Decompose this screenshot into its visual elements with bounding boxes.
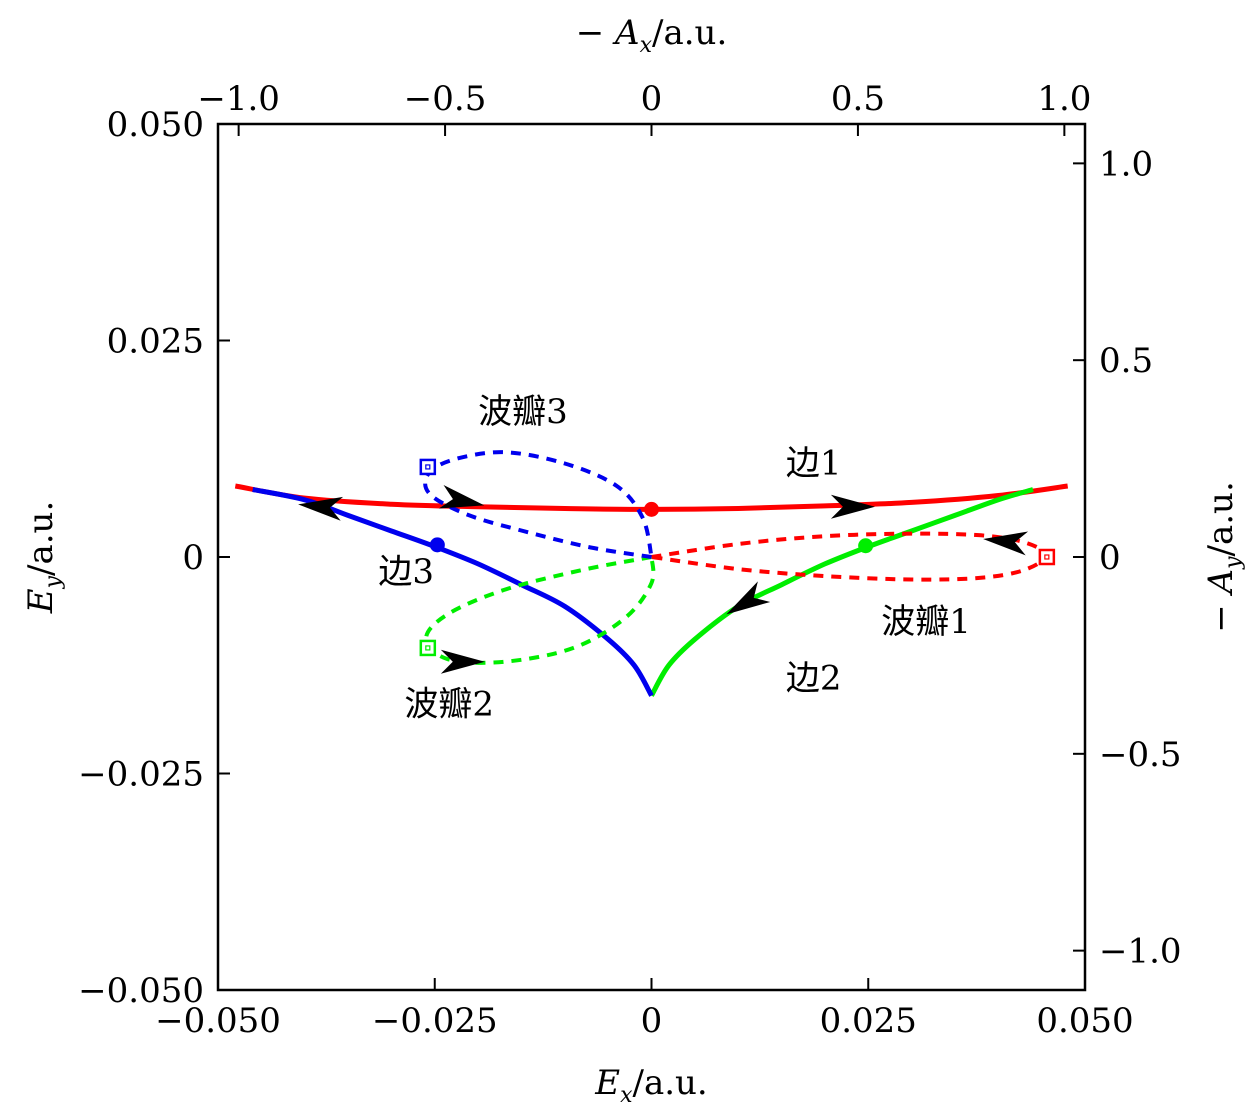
- bottom-tick-label: −0.050: [155, 1001, 281, 1041]
- top-tick-label: 1.0: [1037, 79, 1091, 119]
- series-3-line: [252, 487, 654, 697]
- series-6-start-marker: [419, 458, 437, 476]
- right-tick-label: −0.5: [1099, 735, 1182, 775]
- direction-arrow-3: [726, 581, 771, 615]
- left-tick-label: 0: [182, 538, 204, 578]
- bottom-tick-label: 0: [641, 1001, 663, 1041]
- left-tick-label: 0.050: [107, 105, 204, 145]
- top-tick-label: 0: [641, 79, 663, 119]
- series-4-start-marker-inner: [1044, 554, 1050, 560]
- right-tick-label: −1.0: [1099, 932, 1182, 972]
- series-2-point-marker: [858, 538, 874, 554]
- direction-arrow-5: [440, 649, 485, 674]
- direction-arrow-6: [438, 485, 485, 509]
- annotation-label-6: 波瓣3: [478, 392, 568, 432]
- series-3-point-marker: [429, 537, 445, 553]
- annotation-label-4: 波瓣1: [881, 602, 971, 642]
- series-4-start-marker: [1038, 548, 1056, 566]
- annotation-label-5: 波瓣2: [404, 684, 494, 724]
- right-tick-label: 0: [1099, 538, 1121, 578]
- series-1-point-marker: [644, 501, 659, 517]
- direction-arrow-2: [298, 496, 344, 521]
- x-axis-title-top: − Ax/a.u.: [576, 13, 728, 58]
- series-2-line: [649, 487, 1034, 697]
- left-tick-label: 0.025: [107, 322, 204, 362]
- annotation-label-1: 边1: [786, 444, 842, 484]
- tick-labels-layer: −0.050 −0.025 0 0.025 0.050 −0.050 −0.025 0 0.02…: [78, 79, 1181, 1041]
- left-tick-label: −0.025: [78, 755, 204, 795]
- direction-arrow-4: [983, 531, 1029, 556]
- bottom-tick-label: 0.025: [820, 1001, 917, 1041]
- ticks-layer: [217, 123, 1086, 991]
- top-tick-label: −1.0: [197, 79, 280, 119]
- right-tick-label: 1.0: [1099, 144, 1153, 184]
- x-axis-title-bottom: Ex/a.u.: [594, 1063, 708, 1108]
- top-tick-label: 0.5: [831, 79, 885, 119]
- annotation-label-3: 边3: [378, 552, 434, 592]
- annotations-layer: 边1 边2 边3 波瓣1 波瓣2 波瓣3: [378, 392, 971, 725]
- series-5-start-marker: [419, 639, 437, 657]
- markers-layer: [419, 458, 1056, 657]
- right-tick-label: 0.5: [1099, 341, 1153, 381]
- y-axis-title-left: Ey/a.u.: [21, 501, 66, 615]
- arrows-layer: [298, 485, 1029, 674]
- series-6-line: [423, 450, 654, 559]
- direction-arrow-1: [830, 494, 875, 519]
- top-tick-label: −0.5: [404, 79, 487, 119]
- bottom-tick-label: 0.050: [1036, 1001, 1133, 1041]
- series-6-start-marker-inner: [425, 464, 431, 470]
- y-axis-title-right: − Ay/a.u.: [1201, 481, 1246, 633]
- curves-layer: [234, 450, 1069, 697]
- series-5-line: [424, 555, 656, 665]
- annotation-label-2: 边2: [786, 658, 842, 698]
- left-tick-label: −0.050: [78, 971, 204, 1011]
- bottom-tick-label: −0.025: [372, 1001, 498, 1041]
- series-5-start-marker-inner: [425, 645, 431, 651]
